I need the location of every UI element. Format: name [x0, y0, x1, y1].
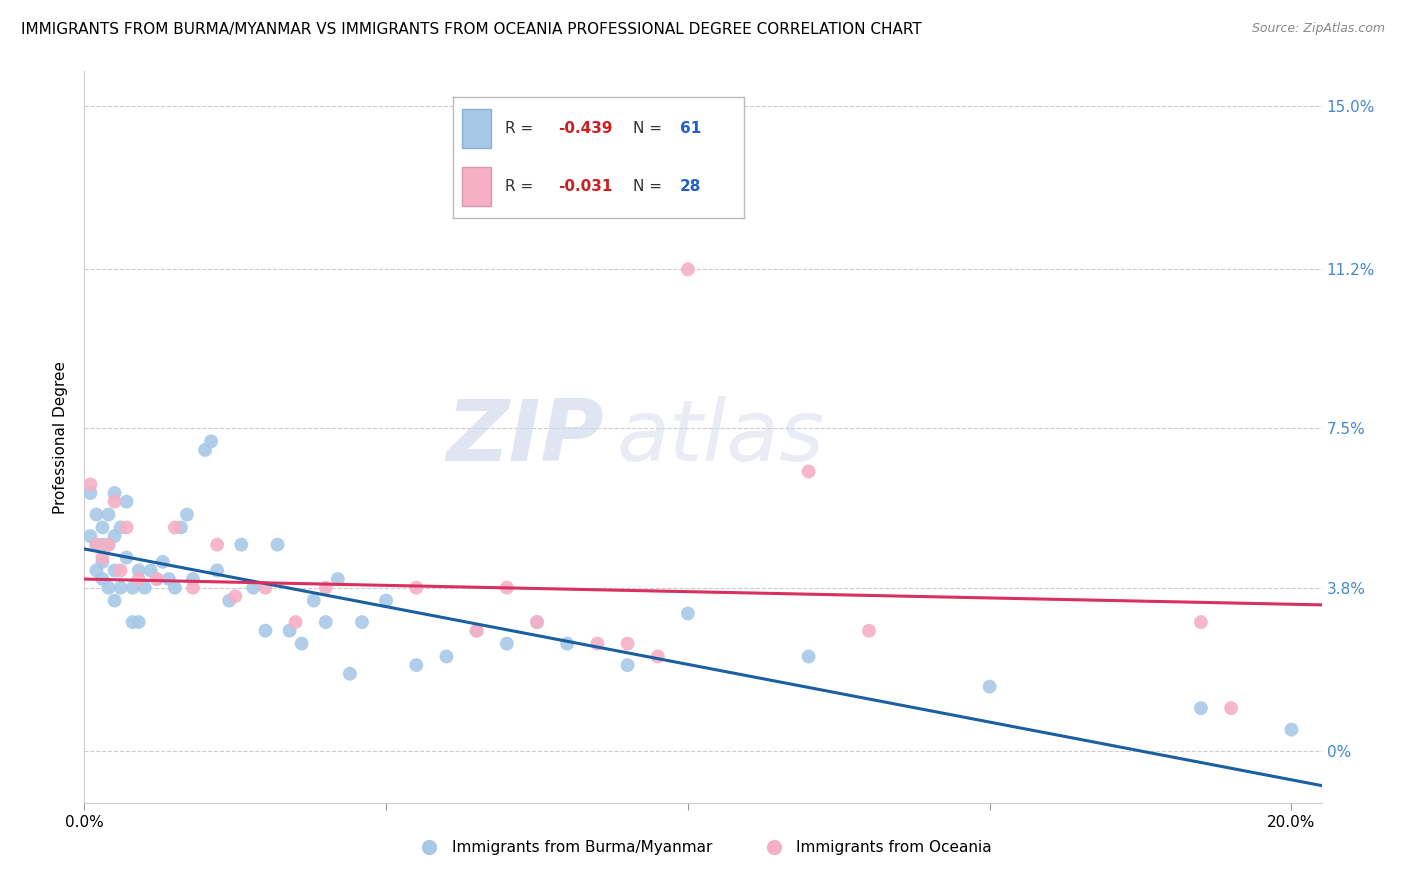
Point — [1189, 701, 1212, 715]
Point — [1189, 615, 1212, 629]
Point — [266, 538, 288, 552]
Point — [555, 637, 578, 651]
Point — [115, 550, 138, 565]
Point — [128, 572, 150, 586]
Point — [97, 538, 120, 552]
Point — [181, 581, 204, 595]
Point — [110, 581, 132, 595]
Point — [254, 581, 277, 595]
Point — [647, 649, 669, 664]
Point — [79, 477, 101, 491]
Point — [350, 615, 373, 629]
Point — [86, 538, 108, 552]
Point — [146, 572, 169, 586]
Point — [526, 615, 548, 629]
Point — [405, 658, 427, 673]
Point — [465, 624, 488, 638]
Point — [1220, 701, 1243, 715]
Point — [797, 465, 820, 479]
Point — [103, 593, 125, 607]
Point — [110, 520, 132, 534]
Point — [231, 538, 253, 552]
Text: IMMIGRANTS FROM BURMA/MYANMAR VS IMMIGRANTS FROM OCEANIA PROFESSIONAL DEGREE COR: IMMIGRANTS FROM BURMA/MYANMAR VS IMMIGRA… — [21, 22, 922, 37]
Point — [121, 615, 143, 629]
Point — [163, 520, 186, 534]
Point — [194, 442, 217, 457]
Point — [115, 520, 138, 534]
Point — [79, 529, 101, 543]
Point — [110, 564, 132, 578]
Point — [97, 538, 120, 552]
Point — [163, 581, 186, 595]
Point — [979, 680, 1001, 694]
Point — [526, 615, 548, 629]
Point — [254, 624, 277, 638]
Point — [86, 564, 108, 578]
Point — [176, 508, 198, 522]
Point — [134, 581, 156, 595]
Point — [315, 615, 337, 629]
Point — [103, 486, 125, 500]
Y-axis label: Professional Degree: Professional Degree — [53, 360, 69, 514]
Point — [170, 520, 193, 534]
Point — [218, 593, 240, 607]
Point — [91, 572, 114, 586]
Point — [224, 589, 246, 603]
Point — [465, 624, 488, 638]
Point — [91, 538, 114, 552]
Text: Source: ZipAtlas.com: Source: ZipAtlas.com — [1251, 22, 1385, 36]
Point — [616, 658, 638, 673]
Point — [291, 637, 314, 651]
Point — [97, 508, 120, 522]
Point — [115, 494, 138, 508]
Point — [586, 637, 609, 651]
Point — [181, 572, 204, 586]
Point — [797, 649, 820, 664]
Point — [103, 494, 125, 508]
Point — [676, 262, 699, 277]
Point — [103, 564, 125, 578]
Point — [858, 624, 880, 638]
Point — [128, 615, 150, 629]
Point — [97, 581, 120, 595]
Point — [242, 581, 264, 595]
Point — [495, 637, 517, 651]
Point — [205, 564, 228, 578]
Point — [302, 593, 325, 607]
Point — [676, 607, 699, 621]
Point — [91, 520, 114, 534]
Legend: Immigrants from Burma/Myanmar, Immigrants from Oceania: Immigrants from Burma/Myanmar, Immigrant… — [408, 834, 998, 861]
Point — [436, 649, 458, 664]
Point — [278, 624, 301, 638]
Text: ZIP: ZIP — [446, 395, 605, 479]
Point — [200, 434, 222, 449]
Point — [405, 581, 427, 595]
Point — [157, 572, 180, 586]
Point — [146, 572, 169, 586]
Text: atlas: atlas — [616, 395, 824, 479]
Point — [86, 508, 108, 522]
Point — [375, 593, 398, 607]
Point — [86, 538, 108, 552]
Point — [284, 615, 307, 629]
Point — [103, 529, 125, 543]
Point — [152, 555, 174, 569]
Point — [121, 581, 143, 595]
Point — [616, 637, 638, 651]
Point — [326, 572, 349, 586]
Point — [495, 581, 517, 595]
Point — [91, 555, 114, 569]
Point — [315, 581, 337, 595]
Point — [339, 666, 361, 681]
Point — [205, 538, 228, 552]
Point — [139, 564, 162, 578]
Point — [79, 486, 101, 500]
Point — [128, 564, 150, 578]
Point — [91, 550, 114, 565]
Point — [1281, 723, 1303, 737]
